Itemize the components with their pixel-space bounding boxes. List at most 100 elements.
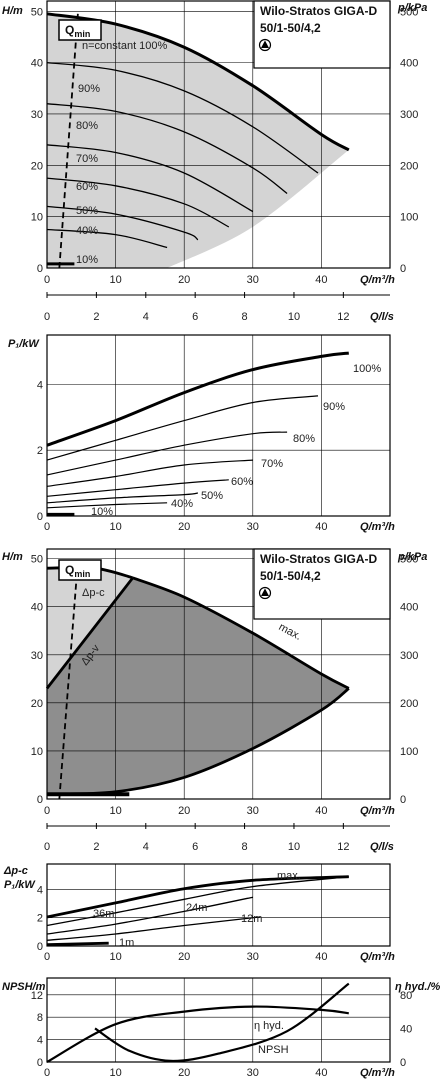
title-box xyxy=(253,548,391,620)
p1a-curve-100 xyxy=(46,351,349,447)
p1b-curve-24m xyxy=(46,896,253,935)
np-y2-tick-label: 40 xyxy=(400,1023,412,1035)
p1b-x-tick-label: 20 xyxy=(178,951,190,963)
hq2-y-tick-label: 20 xyxy=(31,698,43,710)
pump-arrow-icon xyxy=(261,40,269,48)
product-title-line2: 50/1-50/4,2 xyxy=(260,21,321,35)
np-x-axis-title: Q/m³/h xyxy=(360,1067,395,1079)
hq2-y-tick-label: 40 xyxy=(31,602,43,614)
p1b-series-label: 12m xyxy=(241,913,262,925)
p1b-curve-max xyxy=(46,875,349,919)
hq1-curve-80 xyxy=(46,103,288,195)
hq1-y-tick-label: 30 xyxy=(31,109,43,121)
np-y-tick-label: 12 xyxy=(31,990,43,1002)
np-y-tick-label: 4 xyxy=(37,1035,43,1047)
qmin-label-box xyxy=(58,19,102,41)
hq2-x-tick-label: 0 xyxy=(44,805,50,817)
hq2-x-tick-label: 40 xyxy=(315,805,327,817)
title-box xyxy=(253,0,391,69)
p1a-y-tick-label: 4 xyxy=(37,379,43,391)
np-x-tick-label: 20 xyxy=(178,1067,190,1079)
dp-v-range-fill xyxy=(47,577,349,795)
p1a-curve-70 xyxy=(46,459,253,487)
hq1-y2-tick-label: 500 xyxy=(400,6,418,18)
p1b-y-tick-label: 0 xyxy=(37,941,43,953)
dp-c-range-fill xyxy=(47,568,133,689)
hq2-x2-tick-label: 2 xyxy=(93,841,99,853)
p1b-x-tick-label: 40 xyxy=(315,951,327,963)
np-y2-tick-label: 80 xyxy=(400,990,412,1002)
p1b-y-tick-label: 2 xyxy=(37,913,43,925)
hq1-series-label: 10% xyxy=(76,254,98,266)
p1b-y-axis-title-line1: Δp-c xyxy=(3,865,28,877)
hq1-y-tick-label: 10 xyxy=(31,212,43,224)
hq2-x2-tick-label: 12 xyxy=(337,841,349,853)
p1a-series-label: 40% xyxy=(171,498,193,510)
np-x-tick-label: 0 xyxy=(44,1067,50,1079)
p1a-x-tick-label: 10 xyxy=(109,521,121,533)
eta-curve xyxy=(46,1005,349,1063)
p1a-y-axis-title: P₁/kW xyxy=(8,338,40,350)
p1a-y-tick-label: 2 xyxy=(37,445,43,457)
qmin-q: Q xyxy=(65,23,74,37)
hq2-y-axis-title: H/m xyxy=(2,551,23,563)
hq1-x-axis-title: Q/m³/h xyxy=(360,274,395,286)
pump-arrow-icon xyxy=(261,588,269,596)
operating-range-fill xyxy=(47,13,349,268)
hq1-series-label: 50% xyxy=(76,205,98,217)
p1a-y-tick-label: 0 xyxy=(37,511,43,523)
p1a-x-tick-label: 30 xyxy=(247,521,259,533)
p1a-series-label: 60% xyxy=(231,476,253,488)
p1a-series-label: 50% xyxy=(201,490,223,502)
np-frame xyxy=(46,977,391,1063)
hq1-y-tick-label: 20 xyxy=(31,160,43,172)
hq1-x-tick-label: 30 xyxy=(247,274,259,286)
hq1-x2-axis-title: Q/l/s xyxy=(370,311,394,323)
hq2-y-tick-label: 30 xyxy=(31,650,43,662)
p1a-frame xyxy=(46,334,391,517)
hq1-curve-50 xyxy=(46,205,199,241)
p1a-curve-90 xyxy=(46,395,319,461)
hq1-series-label: 40% xyxy=(76,225,98,237)
p1b-x-tick-label: 10 xyxy=(109,951,121,963)
hq1-x2-tick-label: 4 xyxy=(143,311,149,323)
p1a-x-tick-label: 40 xyxy=(315,521,327,533)
hq1-x2-tick-label: 0 xyxy=(44,311,50,323)
hq1-series-label: 70% xyxy=(76,153,98,165)
hq2-y-tick-label: 10 xyxy=(31,746,43,758)
hq1-series-label: 90% xyxy=(78,83,100,95)
hq1-frame xyxy=(46,0,391,269)
p1b-x-tick-label: 0 xyxy=(44,951,50,963)
hq2-x-tick-label: 10 xyxy=(109,805,121,817)
np-y-tick-label: 8 xyxy=(37,1012,43,1024)
hq1-y2-axis-title: p/kPa xyxy=(397,2,427,14)
p1b-curve-12m xyxy=(46,916,260,941)
p1b-curve-36m xyxy=(46,876,349,927)
np-y-axis-title: NPSH/m xyxy=(2,981,46,993)
hq1-y2-tick-label: 200 xyxy=(400,160,418,172)
p1a-curve-60 xyxy=(46,479,229,497)
hq1-x2-tick-label: 6 xyxy=(192,311,198,323)
qmin-label: Qmin xyxy=(65,563,90,579)
hq2-x2-tick-label: 0 xyxy=(44,841,50,853)
hq2-y2-tick-label: 400 xyxy=(400,602,418,614)
hq1-series-label: 60% xyxy=(76,181,98,193)
qmin-line xyxy=(58,13,79,269)
hq2-x2-tick-label: 6 xyxy=(192,841,198,853)
hq2-frame xyxy=(46,548,391,800)
p1a-x-tick-label: 0 xyxy=(44,521,50,533)
p1a-curve-40 xyxy=(46,502,168,509)
hq1-y2-tick-label: 0 xyxy=(400,263,406,275)
p1a-curve-80 xyxy=(46,431,288,476)
p1b-series-label: max. xyxy=(277,870,301,882)
hq1-x-tick-label: 10 xyxy=(109,274,121,286)
hq1-x2-tick-label: 2 xyxy=(93,311,99,323)
p1b-curve-1m xyxy=(46,941,109,946)
p1a-series-label: 70% xyxy=(261,458,283,470)
hq2-x-tick-label: 20 xyxy=(178,805,190,817)
hq2-x2-axis-title: Q/l/s xyxy=(370,841,394,853)
p1b-y-axis-title-line2: P₁/kW xyxy=(4,879,36,891)
npsh-curve xyxy=(94,982,350,1063)
hq2-y-tick-label: 50 xyxy=(31,554,43,566)
hq1-x2-tick-label: 8 xyxy=(242,311,248,323)
